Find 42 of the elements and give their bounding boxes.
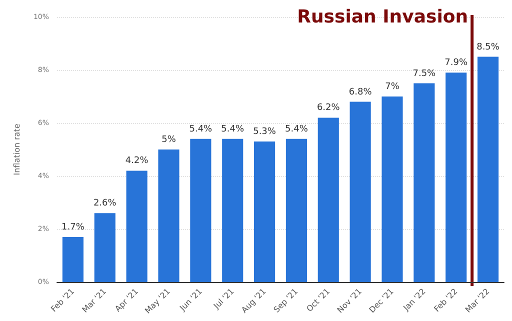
bar bbox=[126, 170, 148, 282]
data-label: 5.4% bbox=[285, 124, 308, 134]
bar bbox=[222, 138, 244, 282]
bar bbox=[446, 72, 467, 282]
bar bbox=[382, 96, 403, 282]
y-axis-title: Inflation rate bbox=[12, 124, 22, 176]
x-tick-label: Dec '21 bbox=[368, 286, 396, 315]
bar bbox=[286, 138, 307, 282]
x-tick-label: Oct '21 bbox=[304, 286, 332, 314]
bar bbox=[414, 83, 435, 282]
bar bbox=[478, 56, 499, 282]
data-label: 4.2% bbox=[125, 156, 149, 166]
data-label: 5% bbox=[162, 135, 176, 145]
bar bbox=[318, 118, 339, 282]
data-label: 6.2% bbox=[316, 103, 340, 114]
x-tick-label: Sep '21 bbox=[272, 286, 300, 314]
data-label: 5.4% bbox=[221, 124, 244, 134]
data-label: 7.5% bbox=[412, 68, 436, 79]
data-label: 8.5% bbox=[476, 42, 500, 52]
x-tick-label: Jun '21 bbox=[177, 286, 204, 314]
data-label: 7% bbox=[385, 82, 400, 92]
data-label: 6.8% bbox=[348, 87, 372, 98]
x-tick-label: Jan '22 bbox=[401, 286, 428, 314]
data-label: 2.6% bbox=[93, 198, 117, 209]
x-tick-label: Feb '21 bbox=[49, 286, 76, 314]
x-tick-label: Nov '21 bbox=[336, 286, 364, 315]
data-label: 5.4% bbox=[189, 124, 213, 134]
bar bbox=[254, 142, 276, 282]
x-tick-label: Feb '22 bbox=[432, 286, 460, 314]
bar bbox=[350, 102, 371, 282]
x-tick-label: Mar '22 bbox=[464, 286, 492, 314]
x-tick-label: Mar '21 bbox=[80, 286, 108, 314]
ref-line-label: Russian Invasion bbox=[297, 6, 468, 28]
bar bbox=[94, 213, 116, 282]
data-label: 1.7% bbox=[62, 222, 85, 232]
bar bbox=[62, 236, 84, 282]
data-label: 7.9% bbox=[444, 58, 468, 68]
data-label: 5.3% bbox=[253, 127, 276, 138]
bar bbox=[158, 150, 180, 282]
x-tick-label: Jul '21 bbox=[211, 286, 236, 312]
bar bbox=[190, 138, 212, 282]
x-tick-label: Apr '21 bbox=[113, 286, 140, 314]
